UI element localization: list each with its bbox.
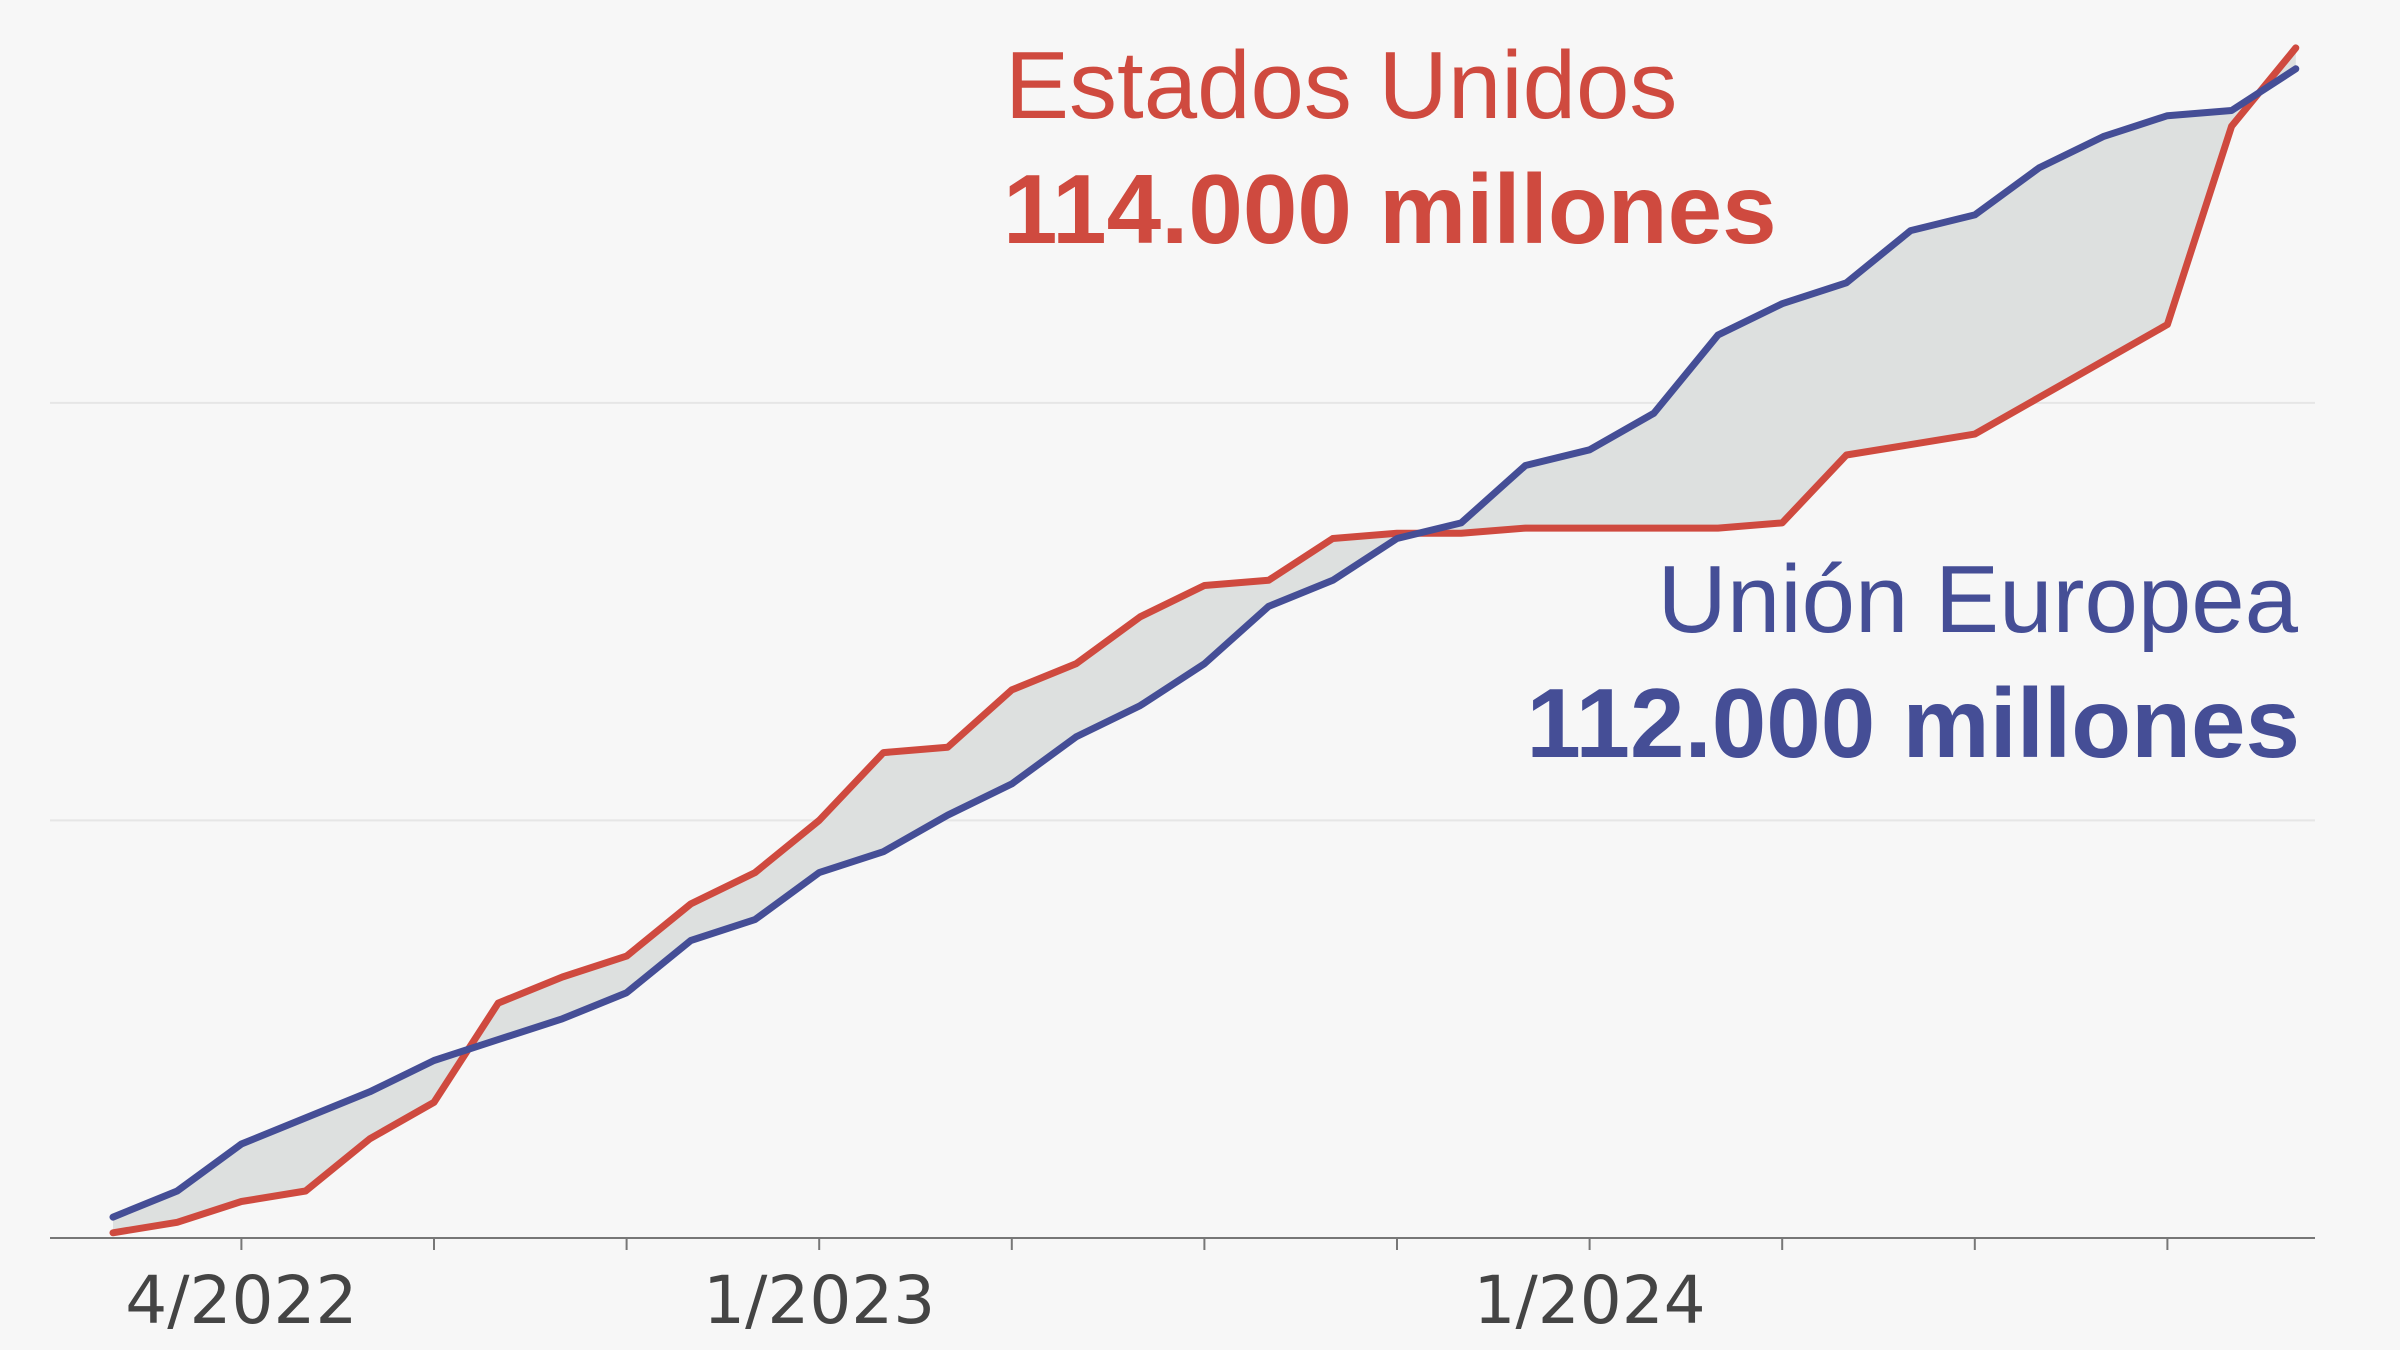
eu-point xyxy=(687,937,694,944)
eu-point xyxy=(1586,446,1593,453)
us-point xyxy=(559,974,566,981)
us-point xyxy=(2036,394,2043,401)
eu-point xyxy=(1394,535,1401,542)
gap-area xyxy=(113,47,2296,1233)
us-value-label: 114.000 millones xyxy=(1003,154,1777,264)
eu-point xyxy=(2036,164,2043,171)
eu-point xyxy=(1073,733,1080,740)
us-point xyxy=(1008,686,1015,693)
us-point xyxy=(1458,530,1465,537)
us-point xyxy=(1265,577,1272,584)
us-point xyxy=(1779,519,1786,526)
us-point xyxy=(2228,123,2235,130)
us-point xyxy=(2164,321,2171,328)
eu-point xyxy=(302,1114,309,1121)
eu-point xyxy=(1971,211,1978,218)
eu-point xyxy=(623,989,630,996)
eu-point xyxy=(752,916,759,923)
us-point xyxy=(1137,613,1144,620)
eu-point xyxy=(1715,331,1722,338)
x-tick-label: 1/2024 xyxy=(1473,1262,1705,1339)
us-point xyxy=(816,817,823,824)
eu-point xyxy=(110,1214,117,1221)
us-point xyxy=(944,744,951,751)
us-point xyxy=(1586,525,1593,532)
us-point xyxy=(431,1099,438,1106)
eu-point xyxy=(1458,519,1465,526)
us-point xyxy=(623,953,630,960)
x-axis: 4/2022 1/2023 1/2024 xyxy=(50,1237,2315,1339)
eu-point xyxy=(944,812,951,819)
us-series-label: Estados Unidos xyxy=(1005,32,1677,139)
us-point xyxy=(1971,431,1978,438)
eu-point xyxy=(1650,410,1657,417)
eu-point xyxy=(1265,603,1272,610)
eu-point xyxy=(2164,112,2171,119)
us-point xyxy=(2100,358,2107,365)
eu-point xyxy=(1522,462,1529,469)
eu-point xyxy=(1907,227,1914,234)
eu-series-line xyxy=(109,65,2300,1221)
us-point xyxy=(238,1198,245,1205)
us-point xyxy=(687,900,694,907)
eu-point xyxy=(1137,702,1144,709)
eu-value-label: 112.000 millones xyxy=(1526,668,2300,778)
x-tick-label: 4/2022 xyxy=(125,1262,357,1339)
us-point xyxy=(1715,525,1722,532)
us-point xyxy=(174,1219,181,1226)
us-point xyxy=(495,1000,502,1007)
us-point xyxy=(752,869,759,876)
us-point xyxy=(1907,441,1914,448)
us-series-line xyxy=(109,44,2300,1237)
eu-point xyxy=(1779,300,1786,307)
eu-point xyxy=(816,869,823,876)
us-point xyxy=(1329,535,1336,542)
eu-point xyxy=(1008,780,1015,787)
us-point xyxy=(1073,660,1080,667)
us-point xyxy=(1201,582,1208,589)
eu-point xyxy=(174,1188,181,1195)
us-point xyxy=(880,749,887,756)
eu-point xyxy=(238,1141,245,1148)
eu-point xyxy=(366,1088,373,1095)
us-point xyxy=(110,1229,117,1236)
eu-point xyxy=(2228,107,2235,114)
eu-point xyxy=(2292,65,2299,72)
eu-point xyxy=(495,1036,502,1043)
us-point xyxy=(366,1135,373,1142)
eu-point xyxy=(1201,660,1208,667)
eu-point xyxy=(1329,577,1336,584)
eu-point xyxy=(2100,133,2107,140)
us-point xyxy=(1522,525,1529,532)
eu-point xyxy=(559,1015,566,1022)
eu-point xyxy=(431,1057,438,1064)
x-tick-label: 1/2023 xyxy=(703,1262,935,1339)
eu-point xyxy=(1843,279,1850,286)
us-point xyxy=(1843,452,1850,459)
eu-series-label: Unión Europea xyxy=(1658,546,2299,653)
us-point xyxy=(302,1188,309,1195)
us-point xyxy=(1650,525,1657,532)
eu-point xyxy=(880,848,887,855)
us-point xyxy=(2292,44,2299,51)
